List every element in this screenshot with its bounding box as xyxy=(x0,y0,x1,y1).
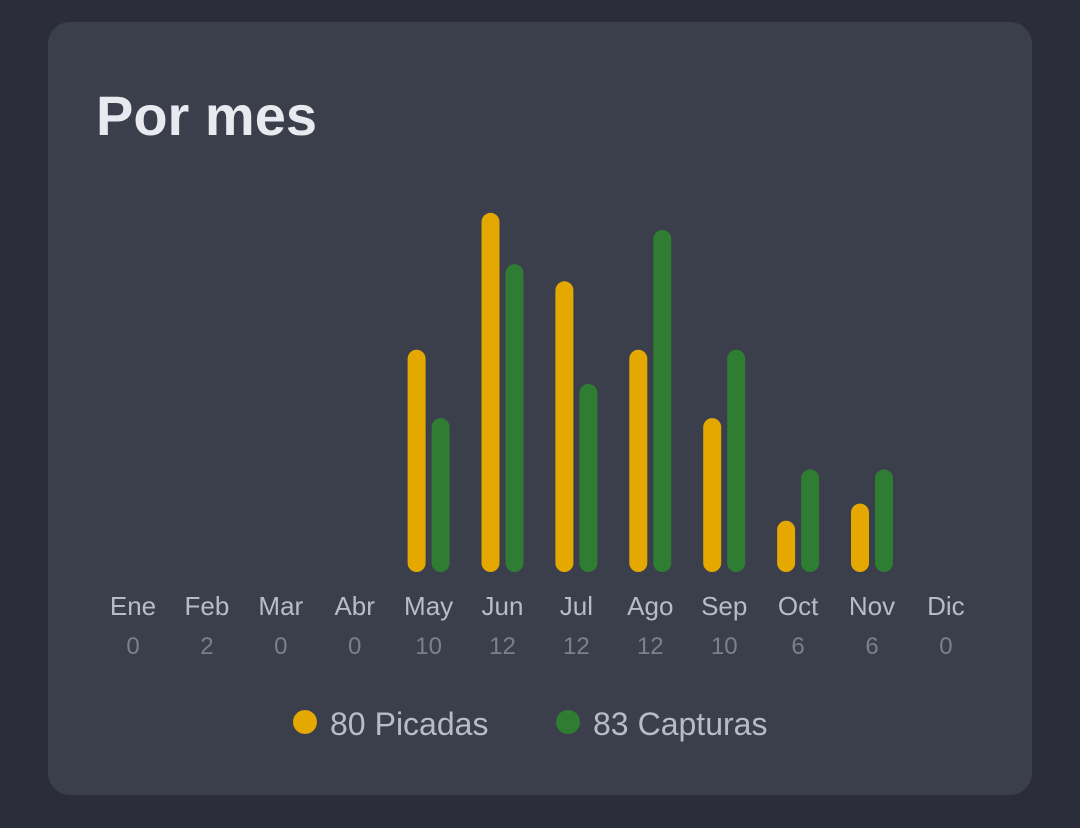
x-tick-label: Dic xyxy=(927,591,965,621)
chart-title: Por mes xyxy=(96,84,317,147)
x-tick-label: Ene xyxy=(110,591,156,621)
legend-label: 83 Capturas xyxy=(593,706,767,742)
month-count: 0 xyxy=(348,633,361,660)
month-count: 0 xyxy=(126,633,139,660)
legend-name: Capturas xyxy=(638,706,768,742)
x-tick-label: Sep xyxy=(701,591,747,621)
month-count: 6 xyxy=(865,633,878,660)
bar xyxy=(653,230,672,572)
legend-total: 83 xyxy=(593,706,629,742)
month-count: 6 xyxy=(791,633,804,660)
bar xyxy=(851,503,869,572)
bar xyxy=(481,212,500,572)
bar xyxy=(407,349,426,572)
x-tick-label: Abr xyxy=(334,591,375,621)
bar xyxy=(431,418,450,572)
x-tick-label: May xyxy=(404,591,453,621)
bar xyxy=(875,469,893,572)
x-tick-label: Feb xyxy=(184,591,229,621)
x-tick-label: Jun xyxy=(482,591,524,621)
bar xyxy=(777,520,796,572)
bar xyxy=(579,383,598,572)
month-count: 12 xyxy=(489,633,516,660)
legend-marker xyxy=(293,710,317,734)
bar xyxy=(801,469,820,572)
month-count: 12 xyxy=(637,633,664,660)
legend-name: Picadas xyxy=(375,706,489,742)
bar xyxy=(727,349,746,572)
card xyxy=(48,22,1032,795)
bar xyxy=(629,349,648,572)
month-count: 0 xyxy=(939,633,952,660)
month-count: 0 xyxy=(274,633,287,660)
legend-total: 80 xyxy=(330,706,366,742)
x-tick-label: Mar xyxy=(258,591,303,621)
x-tick-label: Oct xyxy=(778,591,819,621)
bar xyxy=(703,418,722,572)
bar xyxy=(555,281,574,572)
month-count: 2 xyxy=(200,633,213,660)
x-tick-label: Nov xyxy=(849,591,895,621)
month-count: 10 xyxy=(711,633,738,660)
month-count: 12 xyxy=(563,633,590,660)
legend-label: 80 Picadas xyxy=(330,706,488,742)
bar xyxy=(505,264,524,572)
legend-marker xyxy=(556,710,580,734)
x-tick-label: Jul xyxy=(560,591,593,621)
x-tick-label: Ago xyxy=(627,591,673,621)
month-count: 10 xyxy=(415,633,442,660)
